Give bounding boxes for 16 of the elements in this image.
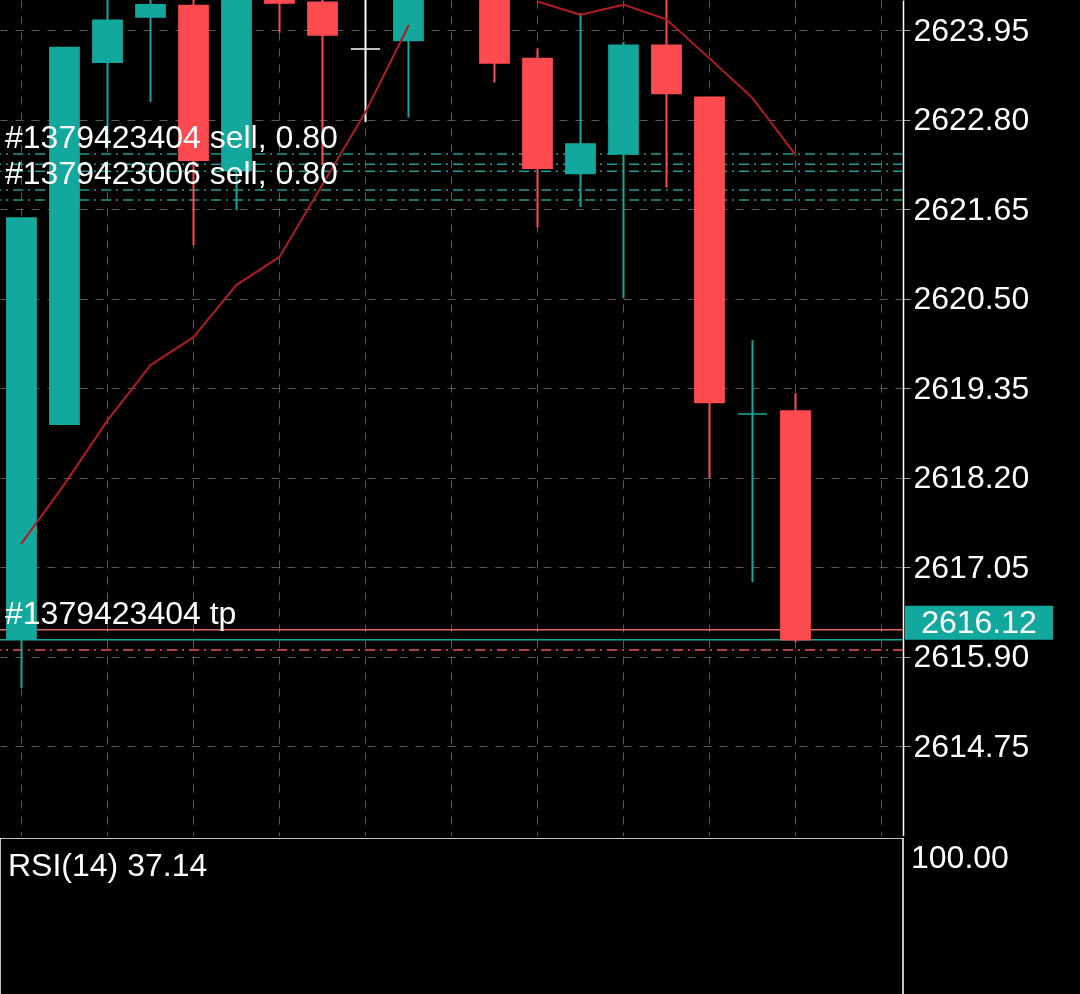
text: 100.00: [911, 839, 1009, 875]
y-tick-label: 2622.80: [913, 101, 1030, 138]
candlestick: [737, 339, 768, 584]
candlestick: [135, 0, 166, 103]
y-tick-label: 2623.95: [913, 11, 1030, 48]
candlestick: [264, 0, 295, 34]
candlestick: [350, 0, 381, 124]
y-tick-label: 2618.20: [913, 459, 1030, 496]
y-tick-label: 2614.75: [913, 727, 1030, 764]
ref-line-label: 2616.12: [921, 603, 1037, 640]
y-tick-label: 2617.05: [913, 548, 1030, 585]
text: RSI(14) 37.14: [8, 847, 208, 883]
y-tick-label: 2620.50: [913, 280, 1030, 317]
y-tick-label: 2619.35: [913, 369, 1030, 406]
y-tick-label: 2615.90: [913, 638, 1030, 675]
y-tick-label: 2621.65: [913, 190, 1030, 227]
